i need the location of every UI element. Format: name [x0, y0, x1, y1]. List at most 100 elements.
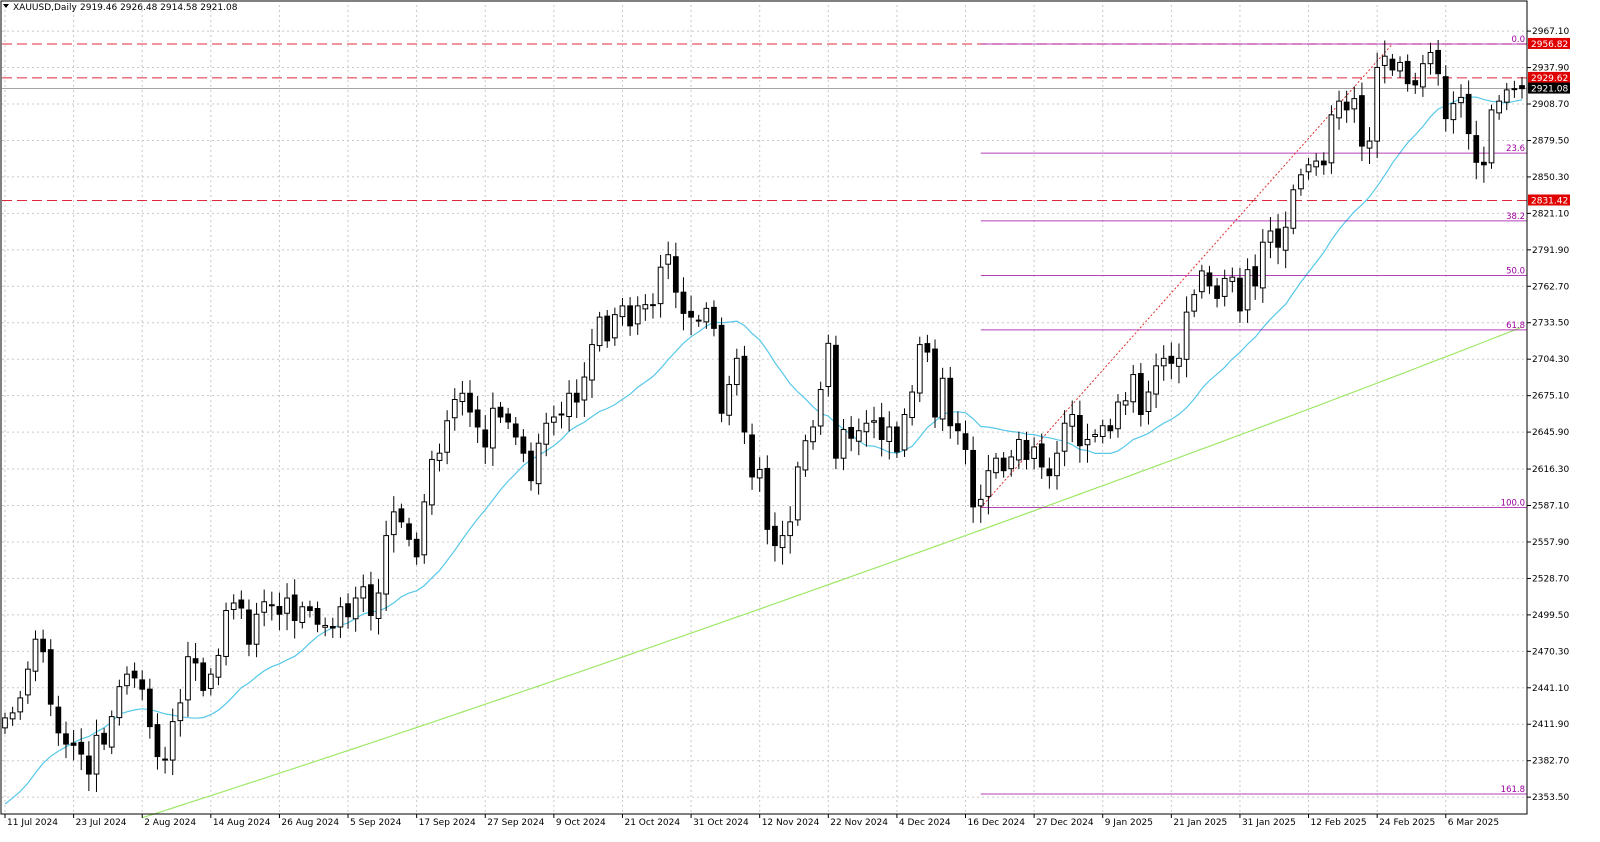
- candle-body: [154, 724, 161, 758]
- candle-body: [1458, 96, 1464, 104]
- candle-body: [1237, 277, 1243, 312]
- x-tick-label: 11 Jul 2024: [7, 818, 58, 828]
- x-tick-label: 6 Mar 2025: [1448, 818, 1499, 828]
- x-tick-label: 24 Feb 2025: [1379, 818, 1435, 828]
- candle-body: [688, 310, 694, 318]
- candle-body: [223, 610, 229, 657]
- candle-body: [589, 344, 595, 381]
- ohlc-label: 2919.46 2926.48 2914.58 2921.08: [80, 3, 238, 13]
- candle-body: [1229, 276, 1236, 282]
- axes: 2967.10 2937.90 2908.70 2879.50 2850.30 2821.…: [0, 0, 1569, 828]
- candle-body: [650, 304, 656, 307]
- ma-fast-line: [4, 96, 1523, 805]
- candle-body: [307, 606, 313, 612]
- x-tick-label: 12 Feb 2025: [1311, 818, 1367, 828]
- fib-level-label: 61.8: [1506, 321, 1525, 331]
- candle-body: [993, 457, 999, 474]
- candle-body: [1137, 373, 1144, 415]
- horizontal-levels[interactable]: [2, 43, 1527, 201]
- candle-body: [1198, 270, 1205, 293]
- candle-body: [1038, 443, 1045, 468]
- candle-body: [337, 606, 344, 628]
- y-tick-label: 2879.50: [1532, 136, 1569, 146]
- candle-body: [840, 428, 847, 459]
- candle-body: [573, 392, 580, 403]
- candle-body: [55, 706, 62, 734]
- y-tick-label: 2616.30: [1532, 465, 1569, 475]
- candle-body: [192, 658, 199, 664]
- candle-body: [1214, 285, 1220, 299]
- fib-level-label: 161.8: [1501, 785, 1525, 795]
- candle-body: [230, 602, 237, 611]
- candle-body: [85, 755, 92, 775]
- candle-body: [101, 732, 107, 745]
- candle-body: [497, 406, 504, 418]
- candle-body: [871, 420, 877, 423]
- candle-body: [1115, 401, 1121, 430]
- candle-body: [1275, 228, 1281, 248]
- candle-body: [1511, 88, 1518, 91]
- candle-body: [558, 413, 565, 416]
- candle-body: [642, 304, 649, 310]
- candle-body: [63, 733, 69, 745]
- candle-body: [939, 377, 946, 420]
- candle-body: [1221, 277, 1228, 297]
- candle-body: [985, 470, 992, 497]
- candle-body: [1031, 446, 1037, 459]
- candle-body: [299, 606, 306, 623]
- candle-body: [1359, 95, 1365, 147]
- fib-level-label: 100.0: [1501, 499, 1525, 509]
- candle-body: [490, 407, 496, 449]
- x-tick-label: 22 Nov 2024: [830, 818, 888, 828]
- candle-body: [1412, 80, 1419, 86]
- candle-body: [733, 357, 740, 386]
- candle-body: [619, 305, 626, 318]
- fib-level-label: 38.2: [1506, 212, 1525, 222]
- candle-body: [375, 592, 382, 619]
- candle-body: [139, 679, 146, 690]
- candle-body: [543, 422, 550, 445]
- candle-body: [459, 392, 466, 403]
- candle-body: [1473, 135, 1480, 163]
- price-tag-label: 2956.82: [1531, 40, 1568, 50]
- y-tick-label: 2645.90: [1532, 428, 1569, 438]
- candle-body: [772, 525, 778, 547]
- symbol-label: XAUUSD,Daily: [13, 3, 77, 13]
- grid: [2, 5, 1527, 814]
- candle-body: [924, 343, 931, 353]
- candle-body: [749, 434, 755, 478]
- candle-body: [17, 697, 24, 713]
- candle-body: [2, 717, 8, 729]
- candle-body: [1442, 76, 1449, 120]
- y-tick-label: 2850.30: [1532, 173, 1569, 183]
- candle-body: [1481, 161, 1487, 166]
- candle-body: [1282, 226, 1289, 251]
- candle-body: [787, 521, 794, 537]
- y-tick-label: 2353.50: [1532, 793, 1569, 803]
- candle-body: [1343, 101, 1350, 111]
- x-tick-label: 16 Dec 2024: [968, 818, 1026, 828]
- candle-body: [794, 466, 801, 521]
- candle-body: [238, 599, 245, 609]
- candle-body: [551, 416, 557, 423]
- dropdown-arrow-icon[interactable]: [3, 4, 9, 8]
- candle-body: [962, 433, 969, 450]
- candle-body: [108, 716, 115, 748]
- candle-body: [1130, 374, 1137, 403]
- price-tag: [1528, 82, 1570, 94]
- candle-body: [1168, 355, 1175, 364]
- candle-body: [1503, 89, 1510, 103]
- fib-trend-line: [980, 43, 1393, 508]
- candle-body: [810, 426, 816, 443]
- candle-body: [200, 662, 207, 691]
- candle-body: [444, 420, 451, 453]
- candle-body: [276, 606, 283, 615]
- fibonacci-retracement[interactable]: 0.0 23.6 38.2 50.0 61.8 100.0 161.8: [980, 35, 1527, 795]
- candle-body: [482, 429, 489, 448]
- candle-body: [390, 511, 397, 536]
- candle-body: [25, 668, 31, 696]
- fib-level-label: 50.0: [1506, 267, 1525, 277]
- x-tick-label: 23 Jul 2024: [76, 818, 127, 828]
- candle-body: [253, 613, 260, 645]
